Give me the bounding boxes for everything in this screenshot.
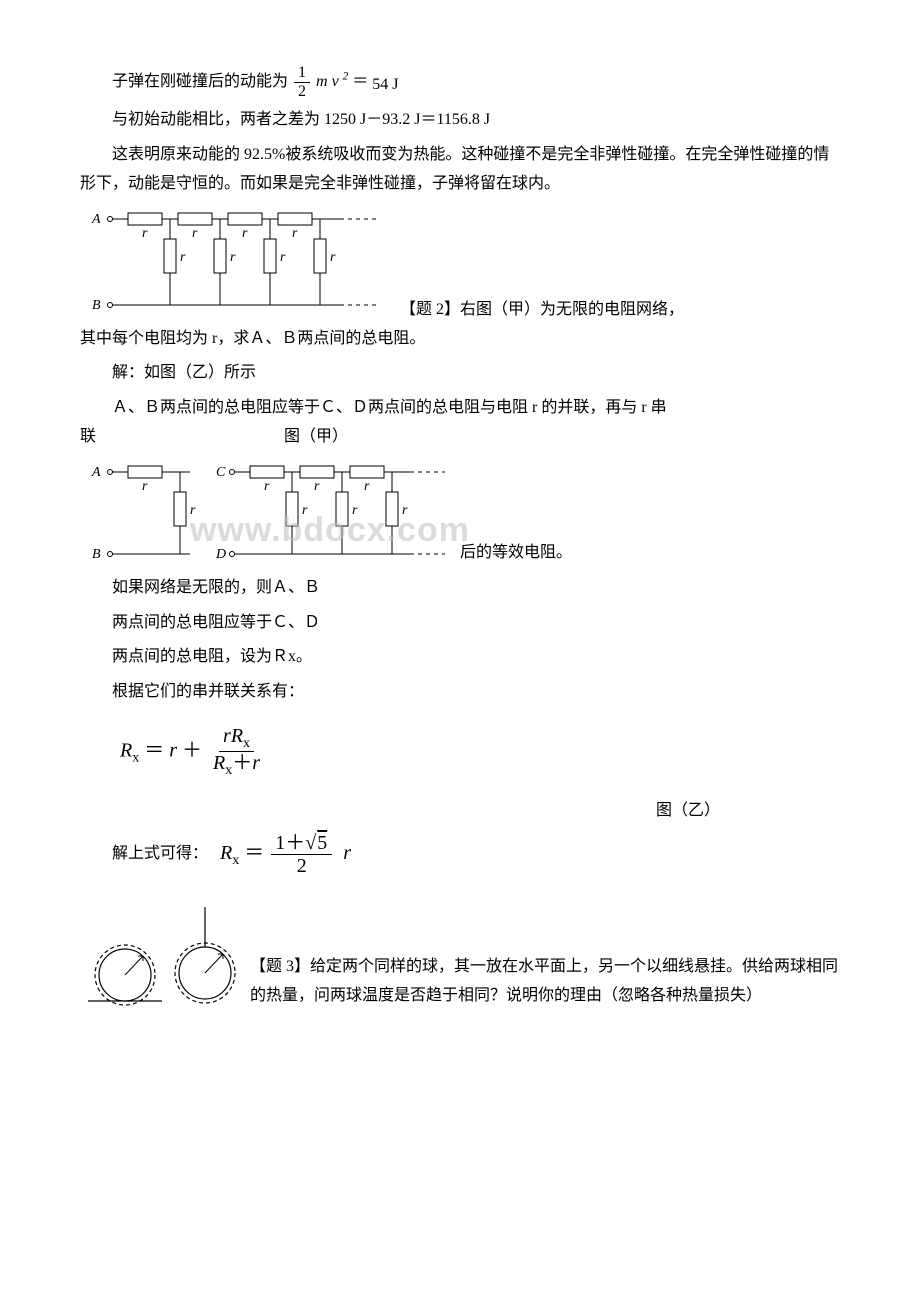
eq2-den: 2 (293, 855, 311, 877)
svg-text:B: B (92, 547, 101, 562)
eq1-frac: rRx Rx＋r (209, 725, 264, 779)
svg-text:r: r (192, 226, 198, 241)
q3-inline-start: 【题 3】给定两个同样的球，其一放在水平面上，另一个以细线悬挂。供给两球相同的热… (250, 953, 840, 1011)
svg-text:D: D (215, 547, 226, 562)
energy-explain: 这表明原来动能的 92.5%被系统吸收而变为热能。这种碰撞不是完全非弹性碰撞。在… (80, 141, 840, 199)
svg-text:A: A (91, 212, 101, 227)
eq1-num: rRx (219, 725, 254, 752)
eq1-r: r (169, 739, 177, 761)
solve-prefix: 解上式可得： (112, 840, 208, 869)
mv: m v (316, 73, 339, 90)
frac-half: 1 2 (294, 64, 310, 100)
circuit-fig-jia-row: A r r r r r (80, 205, 840, 325)
eq2-num: 1＋√5 (271, 832, 332, 855)
frac-num: 1 (294, 64, 310, 83)
balls-row: 【题 3】给定两个同样的球，其一放在水平面上，另一个以细线悬挂。供给两球相同的热… (80, 901, 840, 1011)
equation-rx-solution: Rx ＝ 1＋√5 2 r (220, 832, 351, 877)
equation-solve-row: 解上式可得： Rx ＝ 1＋√5 2 r (112, 832, 840, 877)
energy-diff: 与初始动能相比，两者之差为 1250 J－93.2 J＝1156.8 J (80, 106, 840, 135)
ke-prefix: 子弹在刚碰撞后的动能为 (80, 68, 288, 97)
svg-text:r: r (142, 226, 148, 241)
svg-text:r: r (364, 479, 370, 494)
equation-rx: Rx ＝ r ＋ rRx Rx＋r (120, 725, 840, 779)
q2-sol2: Ａ、Ｂ两点间的总电阻应等于Ｃ、Ｄ两点间的总电阻与电阻 r 的并联，再与 r 串 (80, 394, 840, 423)
svg-text:r: r (352, 503, 358, 518)
q2-p1: 如果网络是无限的，则Ａ、Ｂ (80, 574, 840, 603)
eq1-den: Rx＋r (209, 752, 264, 778)
frac-den: 2 (294, 83, 310, 101)
svg-text:r: r (180, 250, 186, 265)
svg-text:C: C (216, 465, 226, 480)
circuit-fig-yi-row: www.bdocx.com A r r B C r r (80, 458, 840, 568)
q2-p3: 两点间的总电阻，设为Ｒx。 (80, 643, 840, 672)
balls-svg (80, 901, 250, 1011)
svg-text:r: r (302, 503, 308, 518)
eq1-sub: x (132, 750, 139, 765)
svg-text:r: r (242, 226, 248, 241)
fig-yi-label: 图（乙） (80, 797, 720, 826)
eq2-frac: 1＋√5 2 (271, 832, 332, 877)
q2-p2: 两点间的总电阻应等于Ｃ、Ｄ (80, 609, 840, 638)
svg-text:r: r (292, 226, 298, 241)
eq1-R: R (120, 739, 132, 761)
circuit-yi-left-svg: A r r B (80, 458, 210, 568)
svg-text:r: r (314, 479, 320, 494)
svg-text:r: r (330, 250, 336, 265)
svg-text:A: A (91, 465, 101, 480)
q3-text: 【题 3】给定两个同样的球，其一放在水平面上，另一个以细线悬挂。供给两球相同的热… (250, 958, 838, 1004)
ke-formula: 1 2 m v 2 ＝ (292, 64, 368, 100)
eq1-eq: ＝ (144, 739, 164, 761)
q2-sol2b-left: 联 (80, 428, 96, 445)
fig-jia-label: 图（甲） (284, 428, 348, 445)
svg-text:r: r (280, 250, 286, 265)
svg-text:r: r (142, 479, 148, 494)
svg-text:B: B (92, 298, 101, 313)
q2-prefix: 【题 2】右图（甲）为无限的电阻网络， (400, 296, 684, 325)
svg-text:r: r (264, 479, 270, 494)
q2-line2: 其中每个电阻均为 r，求Ａ、Ｂ两点间的总电阻。 (80, 325, 840, 354)
q2-sol2b-row: 联 图（甲） (80, 423, 840, 452)
eq1-plus: ＋ (182, 739, 202, 761)
exp-2: 2 (343, 70, 349, 82)
svg-text:r: r (230, 250, 236, 265)
svg-text:r: r (402, 503, 408, 518)
kinetic-energy-line: 子弹在刚碰撞后的动能为 1 2 m v 2 ＝ 54 J (80, 64, 840, 100)
ke-value: 54 J (372, 71, 398, 100)
q2-tail: 后的等效电阻。 (460, 539, 572, 568)
circuit-jia-svg: A r r r r r (80, 205, 400, 325)
q2-p4: 根据它们的串并联关系有： (80, 678, 840, 707)
eq-sign: ＝ (352, 73, 368, 90)
svg-text:r: r (190, 503, 196, 518)
q2-solution-intro: 解：如图（乙）所示 (80, 359, 840, 388)
circuit-yi-right-svg: C r r r r r r D (210, 458, 460, 568)
